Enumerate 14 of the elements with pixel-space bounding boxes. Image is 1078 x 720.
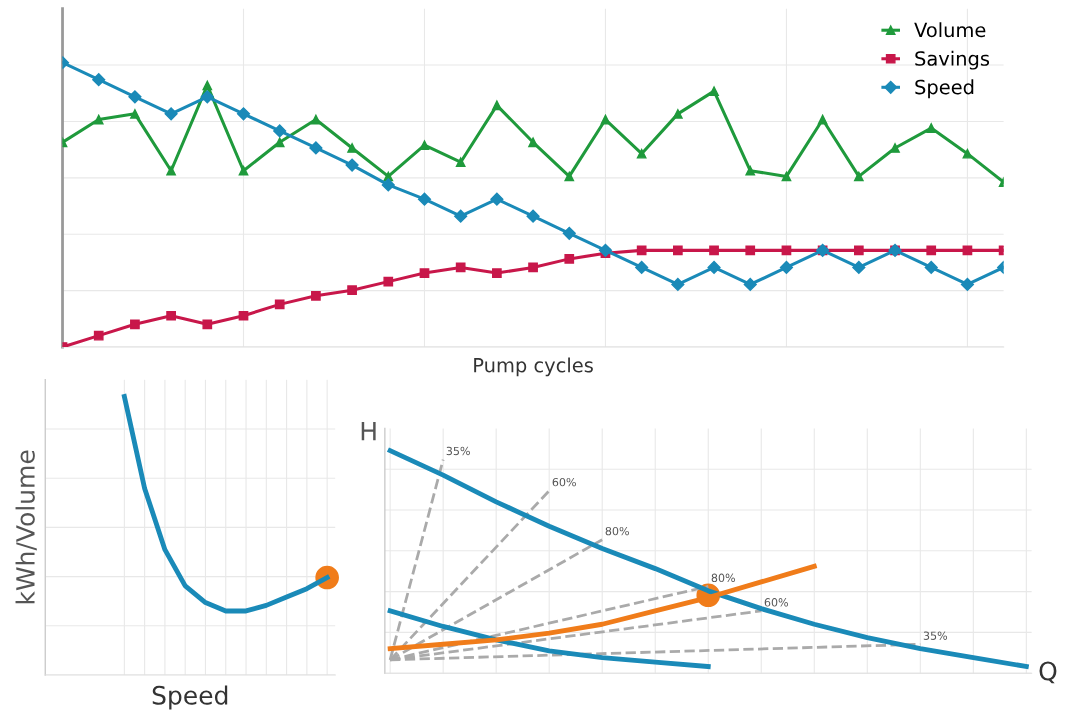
series-label: 35%: [923, 631, 948, 640]
x-axis-title: Pump cycles: [474, 357, 593, 377]
x-axis-title: Speed: [152, 685, 228, 710]
series-label: 35%: [446, 446, 470, 456]
legend-label: Savings: [915, 50, 990, 70]
y-axis-title: kWh/Volume: [15, 450, 37, 604]
series-label: 60%: [764, 598, 788, 607]
x-axis-title: Q: [1039, 661, 1057, 684]
legend-label: Volume: [914, 22, 986, 38]
series-label: 80%: [711, 573, 735, 583]
legend-label: Speed: [915, 79, 974, 99]
y-axis-title: H: [361, 422, 376, 441]
series-label: 60%: [552, 477, 576, 487]
series-label: 80%: [605, 526, 629, 536]
